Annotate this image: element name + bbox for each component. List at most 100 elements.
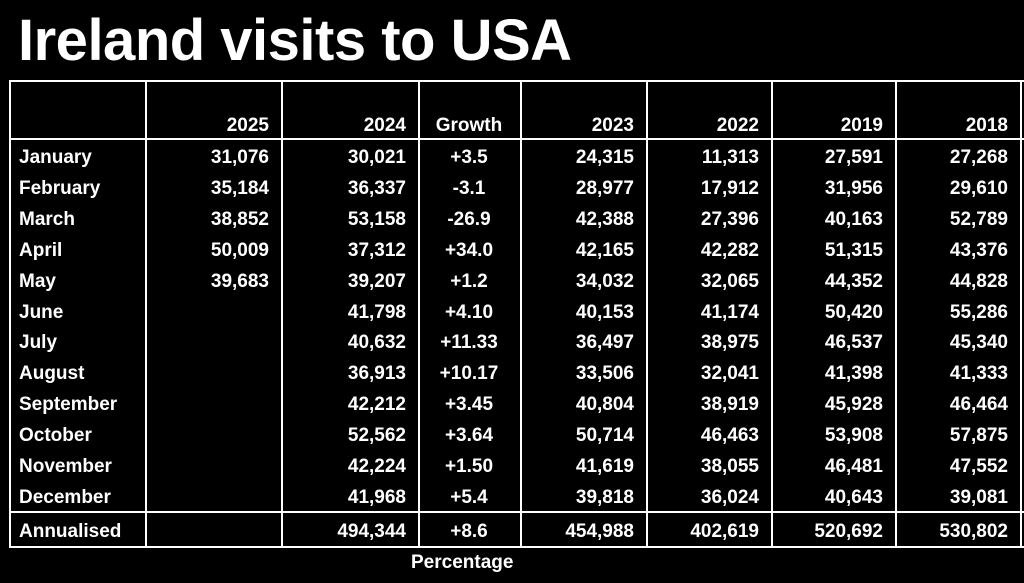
table-cell: 41,619 [575, 456, 634, 477]
table-cell: 32,065 [700, 270, 759, 292]
table-bottom-border [9, 546, 1024, 548]
table-cell: 40,163 [824, 208, 883, 230]
table-cell: 53,908 [824, 425, 883, 447]
table-cell: +5.4 [450, 486, 488, 508]
total-cell: 402,619 [690, 521, 759, 542]
visits-table: 2025 2024 Growth 2023 2022 2019 2018 January 31,… [9, 80, 1024, 548]
row-label-april: April [19, 239, 63, 261]
total-cell: 494,344 [337, 521, 406, 542]
table-cell: 57,875 [949, 425, 1008, 447]
table-cell: +4.10 [444, 301, 494, 323]
table-cell: 36,913 [347, 363, 406, 385]
row-label-august: August [19, 363, 85, 385]
table-cell: 41,398 [824, 363, 883, 385]
table-cell: 46,481 [824, 456, 883, 477]
column-header-2023: 2023 [591, 115, 634, 136]
table-cell: 55,286 [949, 301, 1008, 323]
table-cell: 50,009 [210, 239, 269, 261]
column-header-2018: 2018 [965, 115, 1008, 136]
table-cell: +3.45 [444, 394, 494, 416]
table-cell: 27,268 [949, 147, 1008, 168]
table-cell: 41,968 [347, 486, 406, 508]
table-cell: +10.17 [439, 363, 499, 385]
col-divider-2022 [646, 80, 648, 548]
table-cell: 41,174 [700, 301, 759, 323]
table-cell: 42,282 [700, 239, 759, 261]
table-cell: 53,158 [347, 208, 406, 230]
table-cell: 45,928 [824, 394, 883, 416]
table-cell: 46,463 [700, 425, 759, 447]
col-divider-2023 [520, 80, 522, 548]
table-cell: +1.50 [444, 456, 494, 477]
table-cell: 46,464 [949, 394, 1008, 416]
table-cell: 45,340 [949, 332, 1008, 354]
table-cell: 42,165 [575, 239, 634, 261]
growth-footnote: Percentage [411, 552, 514, 573]
table-cell: 41,798 [347, 301, 406, 323]
table-right-border [1020, 80, 1022, 548]
table-cell: 38,852 [210, 208, 269, 230]
table-cell: 41,333 [949, 363, 1008, 385]
row-label-june: June [19, 301, 64, 323]
table-cell: 40,643 [824, 486, 883, 508]
table-cell: 52,562 [347, 425, 406, 447]
table-cell: 39,207 [347, 270, 406, 292]
table-cell: -26.9 [447, 208, 491, 230]
row-label-annualised: Annualised [19, 521, 122, 542]
col-divider-2024 [281, 80, 283, 548]
table-cell: 11,313 [701, 147, 759, 168]
table-cell: 31,956 [824, 177, 883, 199]
column-header-2022: 2022 [716, 115, 759, 136]
table-cell: +1.2 [450, 270, 488, 292]
table-cell: 46,537 [824, 332, 883, 354]
total-cell: +8.6 [450, 521, 488, 542]
table-cell: +11.33 [440, 332, 498, 354]
table-cell: 40,153 [575, 301, 634, 323]
table-cell: 38,975 [700, 332, 759, 354]
table-cell: +34.0 [444, 239, 494, 261]
table-cell: 39,818 [575, 486, 634, 508]
row-label-november: November [19, 456, 112, 477]
table-cell: 34,032 [575, 270, 634, 292]
table-cell: 36,337 [347, 177, 406, 199]
table-cell: 40,804 [575, 394, 634, 416]
column-header-2025: 2025 [226, 115, 269, 136]
table-cell: 42,212 [347, 394, 406, 416]
table-cell: +3.5 [450, 147, 488, 168]
table-cell: +3.64 [444, 425, 494, 447]
table-cell: 52,789 [949, 208, 1008, 230]
row-label-december: December [19, 486, 111, 508]
table-cell: -3.1 [452, 177, 486, 199]
table-cell: 27,396 [700, 208, 759, 230]
table-cell: 38,055 [700, 456, 759, 477]
table-cell: 51,315 [824, 239, 883, 261]
table-cell: 30,021 [347, 147, 406, 168]
table-top-border [9, 80, 1024, 82]
col-divider-growth [418, 80, 420, 548]
table-cell: 40,632 [347, 332, 406, 354]
table-cell: 44,828 [949, 270, 1008, 292]
table-cell: 27,591 [824, 147, 883, 168]
row-label-september: September [19, 394, 118, 416]
table-cell: 17,912 [700, 177, 759, 199]
col-divider-2025 [145, 80, 147, 548]
table-cell: 37,312 [347, 239, 406, 261]
column-header-2024: 2024 [363, 115, 406, 136]
table-cell: 29,610 [949, 177, 1008, 199]
table-left-border [9, 80, 11, 548]
table-cell: 31,076 [210, 147, 269, 168]
table-cell: 32,041 [700, 363, 759, 385]
row-label-july: July [19, 332, 58, 354]
row-label-march: March [19, 208, 75, 230]
table-cell: 50,714 [575, 425, 634, 447]
page-title: Ireland visits to USA [18, 8, 572, 73]
table-cell: 50,420 [824, 301, 883, 323]
column-header-growth: Growth [435, 115, 503, 136]
table-cell: 35,184 [210, 177, 269, 199]
table-cell: 44,352 [824, 270, 883, 292]
table-cell: 42,224 [347, 456, 406, 477]
table-cell: 24,315 [575, 147, 634, 168]
total-cell: 520,692 [814, 521, 883, 542]
row-label-october: October [19, 425, 92, 447]
table-cell: 28,977 [575, 177, 634, 199]
